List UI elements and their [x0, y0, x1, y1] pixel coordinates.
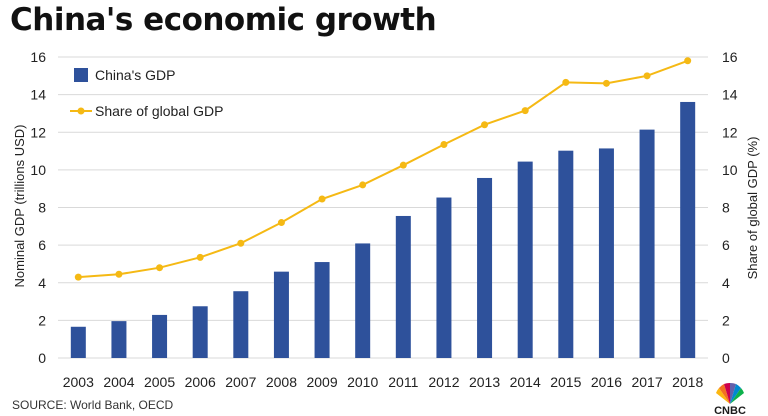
gdp-bar	[192, 306, 208, 358]
share-point	[684, 57, 692, 65]
cnbc-logo: CNBC	[714, 382, 746, 416]
peacock-icon	[716, 382, 744, 404]
line-series	[74, 57, 692, 281]
gdp-bar	[314, 262, 330, 358]
share-point	[74, 273, 82, 281]
left-tick-label: 12	[30, 124, 46, 140]
left-tick-label: 0	[38, 350, 46, 366]
right-tick-label: 4	[722, 275, 730, 291]
right-tick-label: 16	[722, 49, 738, 65]
x-tick-label: 2014	[510, 374, 541, 390]
right-tick-label: 8	[722, 200, 730, 216]
share-point	[399, 161, 407, 169]
x-tick-label: 2009	[306, 374, 337, 390]
bar-series	[70, 101, 696, 358]
gdp-bar	[598, 148, 614, 358]
x-tick-label: 2005	[144, 374, 175, 390]
x-tick-label: 2003	[63, 374, 94, 390]
right-tick-label: 12	[722, 124, 738, 140]
left-tick-label: 14	[30, 87, 46, 103]
left-tick-label: 10	[30, 162, 46, 178]
x-tick-label: 2006	[185, 374, 216, 390]
gdp-bar	[355, 243, 371, 358]
share-point	[562, 78, 570, 86]
share-point	[440, 140, 448, 148]
x-tick-label: 2012	[428, 374, 459, 390]
right-tick-label: 0	[722, 350, 730, 366]
right-tick-label: 6	[722, 237, 730, 253]
right-axis-ticks: 0 2 4 6 8 10 12 14 16	[722, 49, 738, 366]
legend-line-marker	[77, 107, 85, 115]
x-tick-label: 2018	[672, 374, 703, 390]
x-tick-label: 2007	[225, 374, 256, 390]
legend-bar-label: China's GDP	[95, 67, 175, 83]
x-tick-label: 2016	[591, 374, 622, 390]
x-axis-ticks: 2003 2004 2005 2006 2007 2008 2009 2010 2011 2012…	[63, 374, 704, 390]
left-tick-label: 6	[38, 237, 46, 253]
x-tick-label: 2013	[469, 374, 500, 390]
share-point	[318, 195, 326, 203]
right-tick-label: 10	[722, 162, 738, 178]
share-point	[196, 253, 204, 261]
gdp-bar	[273, 271, 289, 358]
gdp-bar	[639, 129, 655, 358]
x-tick-label: 2017	[631, 374, 662, 390]
left-tick-label: 4	[38, 275, 46, 291]
source-note: SOURCE: World Bank, OECD	[12, 398, 174, 412]
legend-line-label: Share of global GDP	[95, 103, 223, 119]
x-tick-label: 2004	[103, 374, 134, 390]
share-point	[115, 270, 123, 278]
x-tick-label: 2008	[266, 374, 297, 390]
gdp-bar	[70, 326, 86, 358]
gdp-bar	[436, 197, 452, 358]
share-point	[521, 107, 529, 115]
right-tick-label: 14	[722, 87, 738, 103]
share-point	[359, 181, 367, 189]
left-axis-ticks: 0 2 4 6 8 10 12 14 16	[30, 49, 46, 366]
gdp-bar	[558, 150, 574, 358]
gdp-bar	[517, 161, 533, 358]
share-point	[481, 121, 489, 129]
share-point	[156, 264, 164, 272]
x-tick-label: 2010	[347, 374, 378, 390]
x-tick-label: 2011	[388, 374, 418, 390]
share-point	[237, 239, 245, 247]
left-axis-label: Nominal GDP (trillions USD)	[12, 124, 27, 287]
left-tick-label: 8	[38, 200, 46, 216]
gdp-bar	[395, 215, 411, 358]
share-point	[602, 79, 610, 87]
gdp-bar	[680, 101, 696, 358]
gdp-bar	[152, 314, 168, 358]
page-title: China's economic growth	[10, 2, 437, 38]
right-tick-label: 2	[722, 312, 730, 328]
legend-bar-swatch	[74, 68, 88, 82]
share-line	[78, 59, 689, 279]
share-point	[277, 219, 285, 227]
x-tick-label: 2015	[550, 374, 581, 390]
cnbc-logo-text: CNBC	[714, 405, 746, 416]
left-tick-label: 16	[30, 49, 46, 65]
gdp-bar	[477, 177, 493, 358]
left-tick-label: 2	[38, 312, 46, 328]
gdp-bar	[233, 291, 249, 358]
gdp-bar	[111, 321, 127, 358]
legend: China's GDP Share of global GDP	[70, 67, 223, 119]
share-point	[643, 72, 651, 80]
right-axis-label: Share of global GDP (%)	[745, 137, 760, 280]
